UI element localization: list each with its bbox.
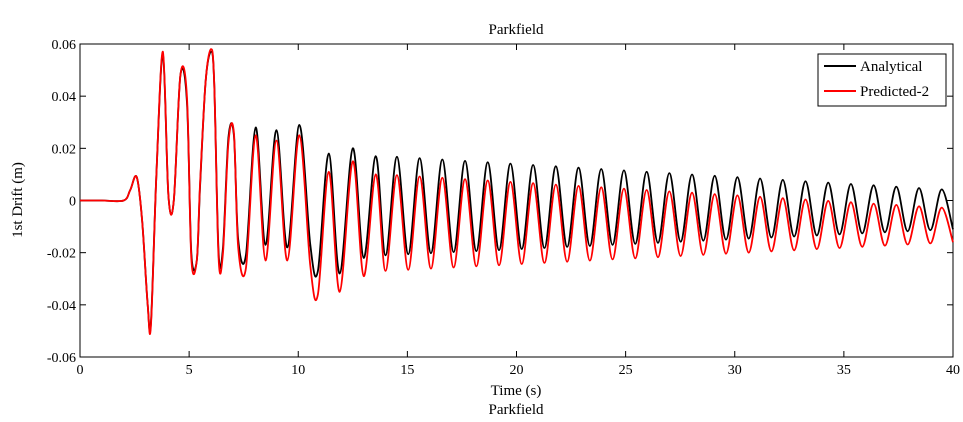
y-tick-label: -0.04 xyxy=(47,299,76,314)
x-tick-label: 20 xyxy=(510,363,524,378)
x-tick-label: 0 xyxy=(77,363,84,378)
y-tick-label: 0.04 xyxy=(52,90,77,105)
legend-label-analytical: Analytical xyxy=(860,59,922,75)
x-tick-label: 30 xyxy=(728,363,742,378)
y-tick-label: 0.02 xyxy=(52,142,77,157)
chart-title: Parkfield xyxy=(489,22,544,38)
axis-ticks: 0 5 10 15 20 25 30 35 40 -0.06 -0.04 -0.02 0 0.02 0.04… xyxy=(47,38,960,378)
legend: Analytical Predicted-2 xyxy=(817,53,947,107)
chart-subtitle: Parkfield xyxy=(489,402,544,418)
series-line-predicted xyxy=(80,48,954,335)
y-axis-label: 1st Drift (m) xyxy=(10,162,26,238)
y-tick-label: -0.06 xyxy=(47,351,76,366)
y-tick-label: 0.06 xyxy=(52,38,77,53)
x-tick-label: 25 xyxy=(619,363,633,378)
x-tick-label: 35 xyxy=(837,363,851,378)
legend-label-predicted: Predicted-2 xyxy=(860,84,929,100)
y-tick-label: -0.02 xyxy=(47,247,76,262)
legend-box xyxy=(817,53,947,107)
x-axis-label: Time (s) xyxy=(491,383,542,399)
x-tick-label: 5 xyxy=(186,363,193,378)
x-tick-label: 40 xyxy=(946,363,960,378)
series-layer xyxy=(80,48,954,335)
y-tick-label: 0 xyxy=(69,195,76,210)
x-tick-label: 10 xyxy=(291,363,305,378)
x-tick-label: 15 xyxy=(400,363,414,378)
